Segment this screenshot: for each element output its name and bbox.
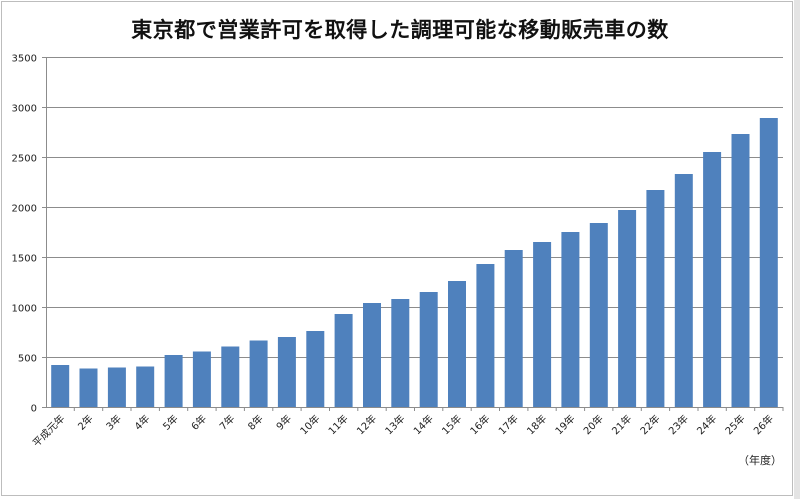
bar (277, 337, 296, 407)
x-tick-label: 14年 (411, 412, 436, 437)
x-tick-label: 23年 (666, 412, 691, 437)
bar (504, 250, 523, 407)
x-tick-label: 16年 (467, 412, 492, 437)
bar (561, 232, 580, 407)
x-tick-label: 26年 (751, 412, 776, 437)
bar (759, 118, 778, 407)
x-tick-label: 12年 (354, 412, 379, 437)
x-tick-label: 2年 (75, 412, 96, 433)
scrollbar-strip (794, 0, 800, 499)
x-tick-label: 25年 (722, 412, 747, 437)
x-tick-label: 15年 (439, 412, 464, 437)
x-tick-label: 平成元年 (30, 412, 67, 449)
bar (674, 174, 693, 407)
bar (589, 223, 608, 407)
y-tick-label: 3000 (12, 104, 37, 115)
x-tick-label: 4年 (132, 412, 153, 433)
y-tick-label: 2500 (12, 154, 37, 165)
x-tick-label: 11年 (325, 412, 350, 437)
bar (51, 365, 70, 407)
x-tick-label: 17年 (496, 412, 521, 437)
x-tick-label: 18年 (524, 412, 549, 437)
x-tick-label: 22年 (637, 412, 662, 437)
bar (533, 242, 552, 407)
bar (136, 366, 155, 407)
bar (448, 281, 466, 407)
bar (221, 346, 240, 407)
bar (703, 152, 722, 407)
bar (391, 299, 410, 407)
x-tick-label: 20年 (581, 412, 606, 437)
x-tick-label: 9年 (273, 412, 294, 433)
bar (334, 314, 353, 407)
bar (164, 355, 183, 407)
bar (306, 331, 325, 407)
bar (618, 210, 637, 407)
bar (249, 340, 268, 407)
bar (79, 368, 98, 407)
x-axis-unit-label: （年度） (738, 454, 782, 467)
bar (731, 134, 750, 407)
x-tick-label: 6年 (188, 412, 209, 433)
x-tick-label: 13年 (382, 412, 407, 437)
x-tick-label: 8年 (245, 412, 266, 433)
bar (363, 303, 381, 407)
x-tick-label: 10年 (297, 412, 322, 437)
y-tick-label: 2000 (12, 204, 37, 215)
x-tick-label: 24年 (694, 412, 719, 437)
x-tick-label: 7年 (217, 412, 238, 433)
y-tick-label: 0 (31, 404, 37, 415)
y-tick-label: 1000 (12, 304, 37, 315)
chart-title: 東京都で営業許可を取得した調理可能な移動販売車の数 (131, 18, 669, 42)
bar (419, 292, 438, 407)
bar (646, 190, 665, 407)
bar (476, 264, 495, 407)
bar (107, 367, 126, 407)
x-tick-label: 21年 (609, 412, 634, 437)
y-tick-label: 500 (18, 354, 37, 365)
x-tick-label: 3年 (103, 412, 124, 433)
y-tick-label: 3500 (12, 54, 37, 65)
y-tick-label: 1500 (12, 254, 37, 265)
bar (192, 351, 211, 407)
x-tick-label: 5年 (160, 412, 181, 433)
x-tick-label: 19年 (552, 412, 577, 437)
